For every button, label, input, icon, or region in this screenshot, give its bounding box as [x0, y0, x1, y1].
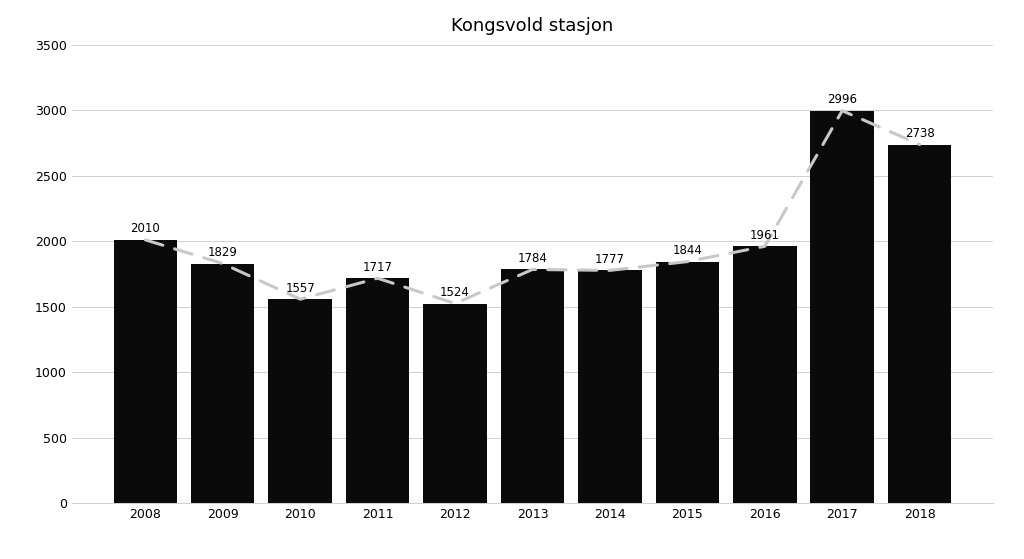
Bar: [114, 240, 177, 503]
Text: 1717: 1717: [362, 260, 392, 274]
Bar: [810, 111, 873, 503]
Text: 1784: 1784: [517, 252, 548, 265]
Text: 2010: 2010: [130, 222, 160, 235]
Bar: [423, 304, 486, 503]
Title: Kongsvold stasjon: Kongsvold stasjon: [452, 17, 613, 35]
Bar: [655, 262, 719, 503]
Text: 2996: 2996: [827, 93, 857, 106]
Text: 1829: 1829: [208, 246, 238, 259]
Text: 1844: 1844: [673, 244, 702, 257]
Text: 1557: 1557: [286, 282, 315, 295]
Bar: [346, 278, 410, 503]
Bar: [733, 247, 797, 503]
Text: 1961: 1961: [750, 229, 780, 241]
Bar: [501, 269, 564, 503]
Bar: [191, 263, 255, 503]
Text: 1777: 1777: [595, 253, 625, 266]
Text: 2738: 2738: [905, 127, 935, 140]
Text: 1524: 1524: [440, 286, 470, 299]
Bar: [888, 145, 951, 503]
Bar: [268, 299, 332, 503]
Bar: [579, 271, 642, 503]
